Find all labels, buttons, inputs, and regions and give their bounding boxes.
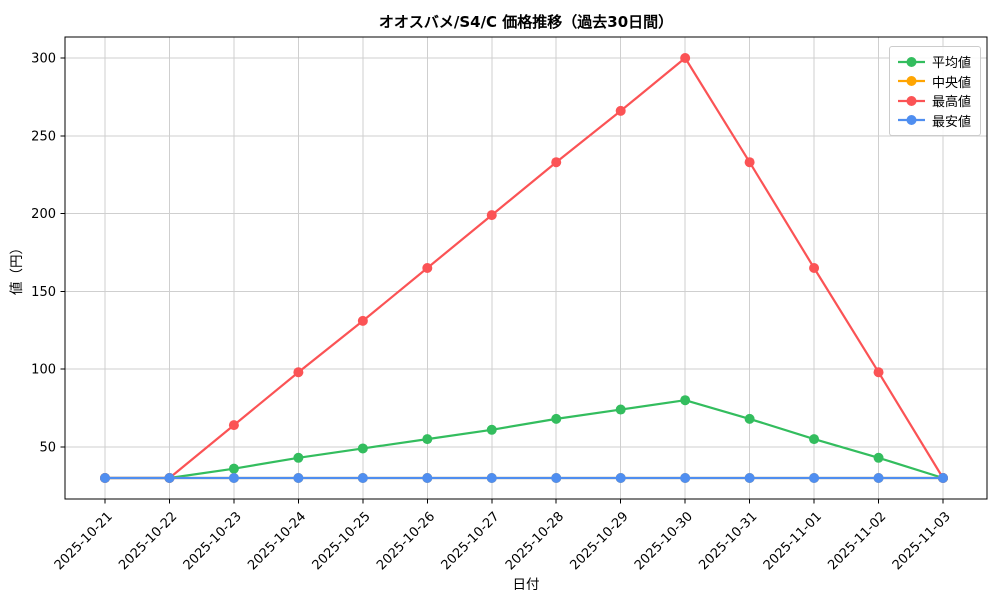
data-point-min	[938, 473, 948, 483]
chart-title: オオスバメ/S4/C 価格推移（過去30日間）	[379, 13, 673, 31]
x-tick-label: 2025-10-28	[503, 509, 567, 573]
y-tick-label: 50	[39, 440, 56, 455]
legend-item-max: 最高値	[897, 91, 971, 111]
legend-label-max: 最高値	[931, 95, 971, 111]
x-tick-label: 2025-11-01	[761, 509, 825, 573]
data-point-max	[873, 367, 884, 378]
x-tick-label: 2025-10-27	[439, 509, 503, 573]
data-point-average	[357, 443, 368, 454]
data-point-min	[486, 473, 497, 483]
data-point-max	[680, 53, 691, 63]
y-axis-label: 値（円）	[9, 241, 25, 295]
data-point-average	[615, 404, 626, 415]
y-tick-label: 300	[31, 52, 56, 67]
data-point-max	[228, 420, 239, 431]
data-point-average	[228, 463, 239, 474]
y-tick-label: 150	[31, 285, 56, 300]
series-line-average	[105, 399, 944, 480]
legend-label-median: 中央値	[931, 75, 971, 91]
legend-item-average: 平均値	[897, 52, 971, 72]
data-point-max	[744, 157, 755, 168]
data-point-max	[293, 367, 304, 378]
legend-label-average: 平均値	[931, 56, 971, 72]
x-tick-label: 2025-10-29	[567, 509, 631, 573]
data-point-average	[551, 413, 562, 424]
legend-item-median: 中央値	[897, 72, 971, 92]
data-point-min	[293, 473, 304, 483]
legend-marker-average	[897, 56, 925, 67]
x-tick-label: 2025-10-30	[632, 509, 696, 573]
x-axis-label: 日付	[513, 577, 540, 593]
legend-marker-min	[897, 115, 925, 126]
legend-item-min: 最安値	[897, 111, 971, 131]
data-point-average	[680, 395, 691, 406]
data-point-max	[422, 263, 433, 273]
legend-dot-average	[906, 56, 917, 67]
series-line-max	[105, 56, 944, 480]
x-tick-label: 2025-10-21	[52, 509, 116, 573]
data-point-average	[486, 424, 497, 435]
data-point-average	[422, 434, 433, 445]
y-tick-label: 200	[31, 207, 56, 222]
legend-dot-median	[906, 76, 917, 87]
data-point-average	[873, 452, 884, 463]
data-point-min	[615, 473, 626, 483]
data-point-max	[615, 105, 626, 116]
x-tick-label: 2025-10-31	[696, 509, 760, 573]
data-point-min	[680, 473, 691, 483]
plot-border	[64, 36, 988, 500]
data-point-average	[293, 452, 304, 463]
x-tick-label: 2025-11-03	[890, 509, 954, 573]
data-point-max	[486, 210, 497, 221]
x-tick-label: 2025-10-25	[310, 509, 374, 573]
x-tick-label: 2025-10-22	[116, 509, 180, 573]
data-point-max	[357, 315, 368, 326]
data-point-min	[551, 473, 562, 483]
data-point-max	[809, 263, 820, 273]
x-tick-label: 2025-11-02	[825, 509, 889, 573]
legend-marker-max	[897, 95, 925, 106]
data-point-average	[809, 434, 820, 445]
legend-dot-min	[906, 115, 917, 126]
series-layer	[100, 53, 948, 483]
data-point-min	[357, 473, 368, 483]
data-point-min	[873, 473, 884, 483]
y-tick-label: 250	[31, 129, 56, 144]
legend-label-min: 最安値	[931, 114, 971, 130]
legend-marker-median	[897, 76, 925, 87]
data-point-min	[164, 473, 175, 483]
data-point-min	[422, 473, 433, 483]
x-tick-label: 2025-10-23	[181, 509, 245, 573]
y-tick-label: 100	[31, 363, 56, 378]
legend-dot-max	[906, 95, 917, 106]
data-point-min	[744, 473, 755, 483]
data-point-min	[100, 473, 110, 483]
data-point-min	[228, 473, 239, 483]
x-tick-label: 2025-10-26	[374, 509, 438, 573]
grid-layer	[65, 37, 987, 499]
data-point-max	[551, 157, 562, 168]
data-point-average	[744, 413, 755, 424]
legend: 平均値中央値最高値最安値	[888, 46, 981, 136]
data-point-min	[809, 473, 820, 483]
x-tick-label: 2025-10-24	[245, 509, 309, 573]
